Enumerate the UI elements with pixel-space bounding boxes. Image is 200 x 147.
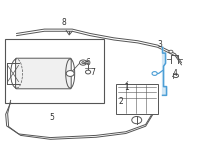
Text: 3: 3 [157,40,162,49]
Circle shape [80,60,87,65]
Bar [116,84,158,114]
Circle shape [86,70,91,74]
Circle shape [132,116,142,124]
Text: 2: 2 [118,97,123,106]
Text: 4: 4 [173,69,178,78]
Bar [5,39,104,103]
Text: 5: 5 [49,113,54,122]
Text: 7: 7 [91,68,95,77]
FancyBboxPatch shape [16,58,71,89]
Circle shape [152,72,157,75]
Circle shape [173,74,178,78]
Text: 8: 8 [62,18,67,27]
Text: 1: 1 [124,83,129,92]
Circle shape [66,71,74,76]
Circle shape [169,50,173,53]
Circle shape [85,61,89,64]
Text: 6: 6 [86,58,91,67]
Circle shape [82,62,85,64]
Polygon shape [163,47,167,95]
